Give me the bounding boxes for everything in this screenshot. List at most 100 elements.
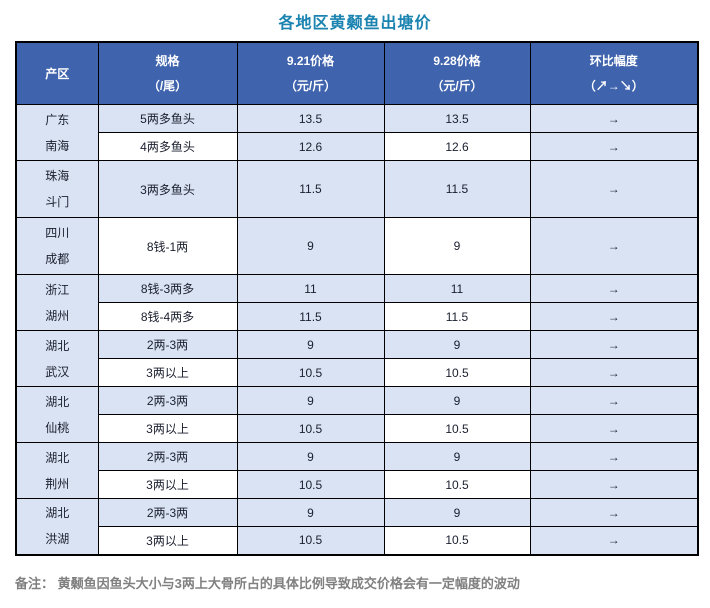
- table-body: 广东 南海 5两多鱼头 13.5 13.5 → 4两多鱼头 12.6 12.6 → 珠海 斗门 3两多鱼…: [15, 104, 699, 555]
- spec-cell: 3两以上: [97, 470, 238, 499]
- col-header-spec-line1: 规格: [155, 54, 180, 68]
- col-header-region-label: 产区: [45, 67, 70, 81]
- trend-cell: →: [529, 330, 699, 359]
- region-cell: 四川 成都: [15, 217, 99, 275]
- price-921-cell: 10.5: [236, 526, 385, 555]
- price-921-cell: 10.5: [236, 470, 385, 499]
- price-table: 产区 规格 （/尾） 9.21价格 （元/斤） 9.28价格: [15, 41, 699, 556]
- region-line: 成都: [45, 252, 70, 266]
- footnote: 备注： 黄颡鱼因鱼头大小与3两上大骨所占的具体比例导致成交价格会有一定幅度的波动: [15, 575, 520, 591]
- table-row: 8钱-4两多 11.5 11.5 →: [16, 302, 699, 331]
- table-row: 湖北 洪湖 2两-3两 9 9 →: [15, 498, 699, 555]
- spec-cell: 3两多鱼头: [97, 160, 238, 218]
- price-928-cell: 11.5: [383, 302, 531, 331]
- spec-cell: 2两-3两: [97, 442, 238, 471]
- price-921-cell: 9: [236, 330, 385, 359]
- region-line: 洪湖: [45, 532, 70, 547]
- price-921-cell: 10.5: [236, 414, 385, 443]
- region-line: 四川: [45, 226, 70, 240]
- price-921-cell: 10.5: [236, 358, 385, 387]
- price-928-cell: 9: [383, 498, 531, 527]
- region-line: 湖北: [45, 394, 70, 409]
- price-928-cell: 11: [383, 274, 531, 303]
- table-row: 4两多鱼头 12.6 12.6 →: [16, 132, 699, 161]
- price-921-cell: 11.5: [236, 160, 385, 218]
- trend-cell: →: [529, 470, 699, 499]
- spec-cell: 5两多鱼头: [97, 104, 238, 133]
- col-header-price-921-line2: （元/斤）: [284, 79, 337, 93]
- region-line: 湖北: [45, 450, 70, 465]
- price-928-cell: 12.6: [383, 132, 531, 161]
- region-cell: 广东 南海: [15, 104, 99, 161]
- table-row: 3两以上 10.5 10.5 →: [16, 470, 699, 499]
- trend-cell: →: [529, 160, 699, 218]
- price-928-cell: 9: [383, 330, 531, 359]
- header-row: 产区 规格 （/尾） 9.21价格 （元/斤） 9.28价格: [15, 41, 699, 105]
- col-header-price-921-line1: 9.21价格: [286, 54, 335, 68]
- region-line: 荆州: [45, 476, 70, 491]
- region-cell: 湖北 武汉: [15, 330, 99, 387]
- price-928-cell: 10.5: [383, 470, 531, 499]
- price-928-cell: 10.5: [383, 526, 531, 555]
- spec-cell: 8钱-4两多: [97, 302, 238, 331]
- table-row: 湖北 仙桃 2两-3两 9 9 →: [15, 386, 699, 443]
- trend-cell: →: [529, 358, 699, 387]
- trend-cell: →: [529, 442, 699, 471]
- table-row: 浙江 湖州 8钱-3两多 11 11 →: [15, 274, 699, 331]
- region-line: 武汉: [45, 364, 70, 379]
- region-cell: 湖北 仙桃: [15, 386, 99, 443]
- price-921-cell: 9: [236, 442, 385, 471]
- price-928-cell: 9: [383, 217, 531, 275]
- col-header-spec: 规格 （/尾）: [97, 41, 238, 105]
- price-921-cell: 11.5: [236, 302, 385, 331]
- col-header-trend-line1: 环比幅度: [589, 54, 638, 68]
- price-928-cell: 10.5: [383, 358, 531, 387]
- trend-cell: →: [529, 526, 699, 555]
- price-921-cell: 13.5: [236, 104, 385, 133]
- region-line: 仙桃: [45, 420, 70, 435]
- region-line: 斗门: [45, 195, 70, 209]
- page-title: 各地区黄颡鱼出塘价: [278, 15, 432, 32]
- region-cell: 浙江 湖州: [15, 274, 99, 331]
- table-row: 3两以上 10.5 10.5 →: [16, 414, 699, 443]
- price-928-cell: 9: [383, 442, 531, 471]
- price-928-cell: 11.5: [383, 160, 531, 218]
- trend-cell: →: [529, 386, 699, 415]
- region-cell: 湖北 荆州: [15, 442, 99, 499]
- region-line: 珠海: [45, 169, 70, 183]
- spec-cell: 8钱-3两多: [97, 274, 238, 303]
- price-928-cell: 9: [383, 386, 531, 415]
- region-line: 湖州: [45, 308, 70, 323]
- table-row: 珠海 斗门 3两多鱼头 11.5 11.5 →: [15, 160, 699, 218]
- table-row: 广东 南海 5两多鱼头 13.5 13.5 →: [15, 104, 699, 161]
- col-header-price-928: 9.28价格 （元/斤）: [383, 41, 531, 105]
- col-header-trend: 环比幅度 （↗→↘）: [529, 41, 699, 105]
- table-row: 湖北 武汉 2两-3两 9 9 →: [15, 330, 699, 387]
- price-928-cell: 10.5: [383, 414, 531, 443]
- spec-cell: 2两-3两: [97, 386, 238, 415]
- price-921-cell: 9: [236, 498, 385, 527]
- trend-cell: →: [529, 498, 699, 527]
- region-line: 南海: [45, 138, 70, 153]
- region-line: 湖北: [45, 338, 70, 353]
- spec-cell: 4两多鱼头: [97, 132, 238, 161]
- col-header-trend-line2: （↗→↘）: [583, 79, 644, 93]
- price-921-cell: 9: [236, 217, 385, 275]
- trend-cell: →: [529, 132, 699, 161]
- price-921-cell: 9: [236, 386, 385, 415]
- col-header-price-928-line1: 9.28价格: [433, 54, 481, 68]
- trend-cell: →: [529, 104, 699, 133]
- col-header-price-928-line2: （元/斤）: [431, 79, 483, 93]
- col-header-region: 产区: [15, 41, 99, 105]
- spec-cell: 3两以上: [97, 526, 238, 555]
- spec-cell: 3两以上: [97, 414, 238, 443]
- table-row: 湖北 荆州 2两-3两 9 9 →: [15, 442, 699, 499]
- spec-cell: 2两-3两: [97, 498, 238, 527]
- spec-cell: 3两以上: [97, 358, 238, 387]
- trend-cell: →: [529, 414, 699, 443]
- trend-cell: →: [529, 217, 699, 275]
- col-header-spec-line2: （/尾）: [147, 79, 188, 93]
- trend-cell: →: [529, 274, 699, 303]
- trend-cell: →: [529, 302, 699, 331]
